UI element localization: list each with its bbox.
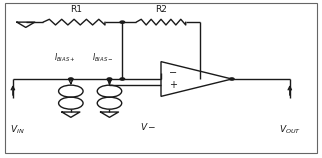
Text: $V_{OUT}$: $V_{OUT}$ [279, 123, 301, 136]
Text: R1: R1 [70, 5, 82, 14]
Text: $V-$: $V-$ [140, 121, 156, 132]
Text: R2: R2 [155, 5, 167, 14]
Text: $I_{BIAS-}$: $I_{BIAS-}$ [92, 52, 114, 64]
Circle shape [120, 78, 125, 80]
Text: +: + [169, 80, 177, 90]
Circle shape [120, 21, 125, 23]
Circle shape [107, 78, 112, 80]
Text: $V_{IN}$: $V_{IN}$ [10, 123, 25, 136]
Text: $I_{BIAS+}$: $I_{BIAS+}$ [54, 52, 75, 64]
Text: −: − [169, 68, 177, 78]
Circle shape [69, 78, 73, 80]
Circle shape [230, 78, 234, 80]
